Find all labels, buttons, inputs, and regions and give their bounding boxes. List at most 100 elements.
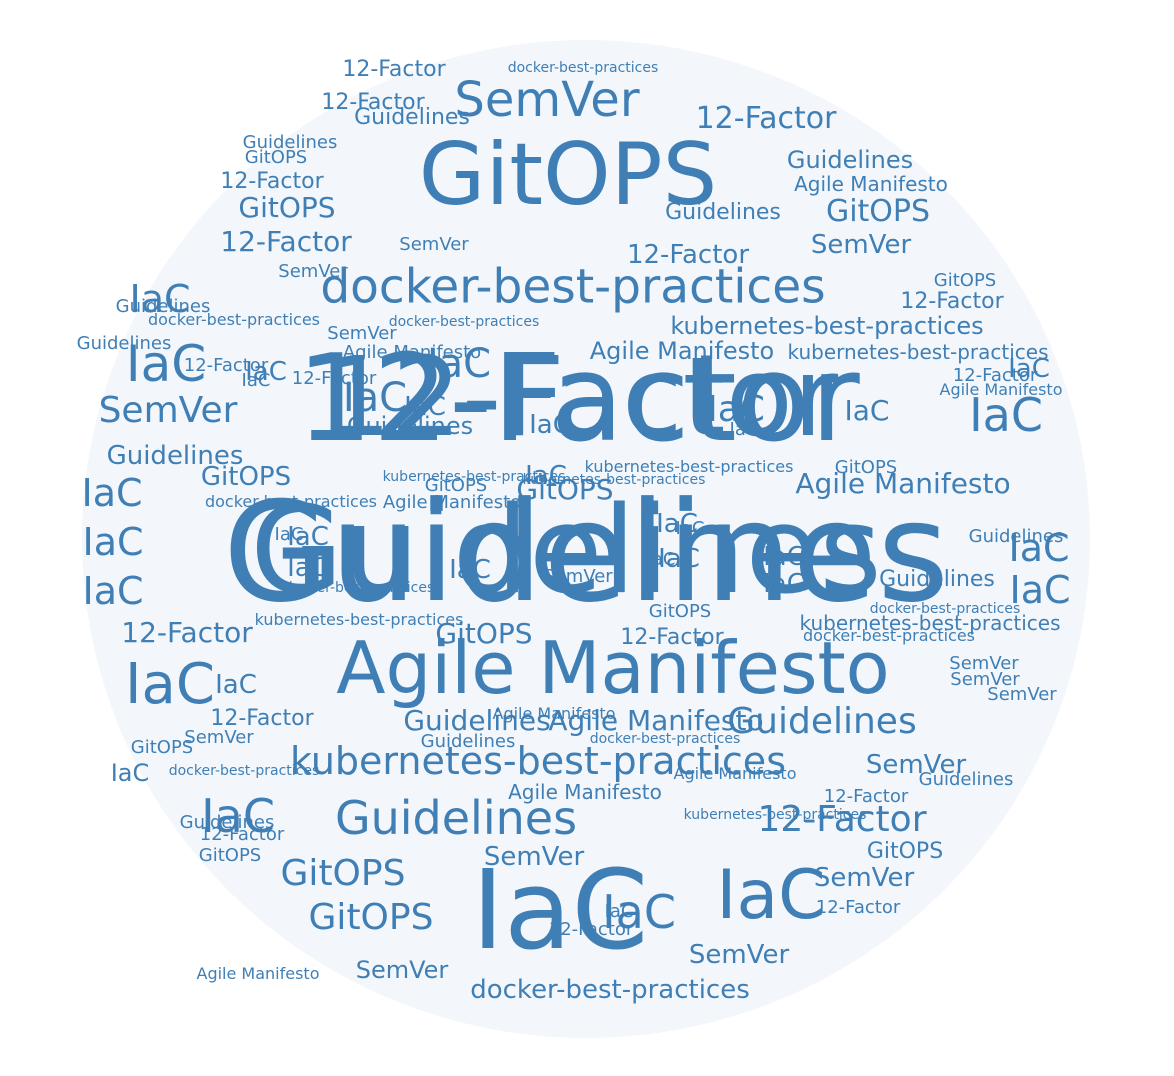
cloud-word: SemVer (543, 566, 613, 587)
cloud-word: IaC (716, 856, 826, 935)
cloud-word: 12-Factor (183, 355, 269, 376)
cloud-word: IaC (763, 542, 805, 572)
cloud-word: IaC (763, 569, 805, 599)
cloud-word: GitOPS (130, 737, 194, 758)
cloud-word: IaC (274, 524, 304, 545)
cloud-word: IaC (426, 341, 492, 387)
cloud-word: kubernetes-best-practices (799, 611, 1061, 635)
cloud-word: SemVer (98, 390, 238, 431)
cloud-word: SemVer (399, 234, 469, 255)
cloud-word: GitOPS (244, 147, 308, 168)
cloud-word: IaC (525, 461, 567, 491)
cloud-word: 12-Factor (121, 616, 253, 649)
cloud-word: docker-best-practices (168, 763, 320, 779)
cloud-word: IaC (675, 518, 705, 539)
cloud-word: Agile Manifesto (336, 626, 890, 710)
cloud-word: IaC (82, 520, 144, 564)
cloud-word: docker-best-practices (507, 60, 659, 76)
cloud-word: Agile Manifesto (342, 342, 482, 363)
cloud-word: IaC (404, 392, 446, 422)
cloud-word: 12-Factor (695, 101, 837, 136)
cloud-word: 12-Factor (620, 625, 724, 650)
cloud-word: Guidelines (665, 200, 781, 225)
cloud-word: Guidelines (179, 812, 275, 833)
cloud-word: IaC (729, 419, 759, 440)
cloud-word: GitOPS (933, 270, 997, 291)
cloud-word: SemVer (483, 842, 585, 872)
cloud-word: GitOPS (280, 853, 406, 894)
cloud-word: 12-Factor (815, 897, 901, 918)
cloud-word: IaC (449, 555, 491, 585)
cloud-word: 12-Factor (823, 786, 909, 807)
cloud-word: Agile Manifesto (795, 467, 1011, 500)
cloud-word: kubernetes-best-practices (254, 610, 464, 629)
cloud-word: Guidelines (222, 472, 950, 633)
cloud-word: 12-Factor (199, 824, 285, 845)
cloud-word: Guidelines (968, 526, 1064, 547)
cloud-word: IaC (81, 471, 143, 515)
cloud-word: docker-best-practices (283, 580, 435, 596)
cloud-word: 12-Factor (548, 919, 634, 940)
cloud-word: SemVer (688, 940, 790, 970)
cloud-word: IaC (287, 553, 329, 583)
cloud-word: IaC (602, 885, 676, 939)
cloud-word: IaC (287, 522, 329, 552)
cloud-word: IaC (646, 549, 676, 570)
cloud-word: Guidelines (334, 791, 578, 845)
cloud-word: SemVer (184, 727, 254, 748)
cloud-word: IaC (125, 335, 207, 393)
cloud-word: GitOPS (834, 457, 898, 478)
cloud-word: SemVer (810, 230, 912, 260)
cloud-word: kubernetes-best-practices (584, 457, 794, 476)
cloud-word: IaC (241, 370, 271, 391)
cloud-word: 12-Factor (321, 333, 839, 461)
cloud-word: 12-Factor (220, 169, 324, 194)
cloud-word: 12-Factor (342, 57, 446, 82)
cloud-word: IaC (215, 670, 257, 700)
cloud-word: 12-Factor (220, 225, 352, 258)
cloud-word: GitOPS (200, 462, 292, 492)
cloud-word: IaC (82, 569, 144, 613)
cloud-word: Guidelines (346, 412, 474, 440)
cloud-word: GitOPS (418, 125, 718, 225)
cloud-word: SemVer (454, 72, 640, 128)
cloud-word: Guidelines (403, 704, 551, 737)
cloud-word: GitOPS (424, 475, 488, 496)
cloud-word: Guidelines (786, 146, 914, 174)
cloud-word: Agile Manifesto (794, 172, 948, 196)
cloud-word: 12-Factor (952, 365, 1038, 386)
cloud-word: GitOPS (516, 473, 614, 506)
cloud-word: kubernetes-best-practices (382, 469, 566, 485)
cloud-word: Guidelines (420, 731, 516, 752)
cloud-word: docker-best-practices (147, 310, 321, 329)
cloud-word: Agile Manifesto (196, 964, 320, 983)
cloud-word: IaC (969, 388, 1043, 442)
cloud-word: docker-best-practices (470, 975, 750, 1005)
cloud-word: docker-best-practices (320, 259, 826, 315)
cloud-word: GitOPS (238, 191, 336, 224)
cloud-word: SemVer (278, 261, 348, 282)
cloud-word: docker-best-practices (802, 626, 976, 645)
cloud-word: IaC (1009, 568, 1071, 612)
cloud-word: Guidelines (250, 482, 882, 621)
cloud-word: Agile Manifesto (492, 704, 616, 723)
cloud-word: Guidelines (242, 132, 338, 153)
cloud-word: SemVer (813, 863, 915, 893)
cloud-word: Guidelines (354, 105, 470, 130)
cloud-word: SemVer (327, 323, 397, 344)
cloud-word: Guidelines (879, 567, 995, 592)
cloud-word: SemVer (355, 956, 449, 984)
cloud-word: 12-Factor (900, 289, 1004, 314)
cloud-word: Agile Manifesto (382, 492, 522, 513)
cloud-word: Guidelines (115, 296, 211, 317)
cloud-word: IaC (129, 277, 191, 321)
cloud-word: GitOPS (435, 617, 533, 650)
cloud-word: GitOPS (198, 845, 262, 866)
cloud-word: SemVer (950, 669, 1020, 690)
cloud-word: IaC (125, 652, 215, 717)
cloud-word: Agile Manifesto (508, 780, 662, 804)
cloud-word: IaC (471, 846, 649, 974)
cloud-word: GitOPS (648, 601, 712, 622)
cloud-word: kubernetes-best-practices (522, 472, 706, 488)
